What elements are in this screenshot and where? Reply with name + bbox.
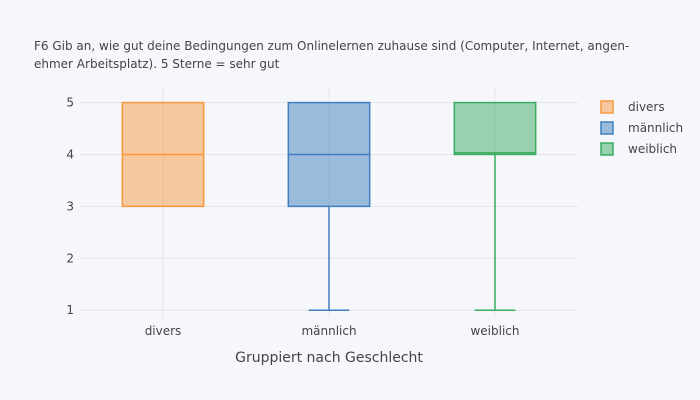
box-weiblich (453, 101, 537, 156)
chart-title: F6 Gib an, wie gut deine Bedingungen zum… (34, 39, 630, 71)
legend-swatch (600, 121, 614, 135)
x-tick-label: männlich (301, 324, 356, 338)
legend-label: männlich (628, 121, 683, 135)
legend-label: weiblich (628, 142, 677, 156)
y-tick-label: 4 (66, 147, 74, 161)
y-tick-label: 3 (66, 199, 74, 213)
legend-swatch (600, 142, 614, 156)
x-tick-label: weiblich (470, 324, 519, 338)
y-tick-label: 1 (66, 303, 74, 317)
legend-label: divers (628, 100, 665, 114)
y-tick-label: 5 (66, 96, 74, 110)
x-axis-title: Gruppiert nach Geschlecht (235, 350, 423, 366)
x-tick-label: divers (145, 324, 182, 338)
legend-swatch (600, 100, 614, 114)
y-tick-label: 2 (66, 251, 74, 265)
